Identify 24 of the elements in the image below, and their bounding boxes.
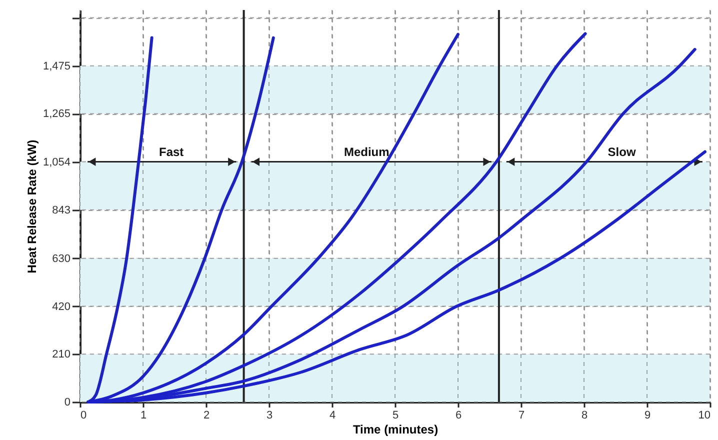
x-tick-label: 2 [203,410,210,422]
y-tick-label: 1,475 [42,60,70,72]
x-tick-label: 1 [140,410,147,422]
annotation: Fast [159,144,184,159]
x-tick-label: 10 [698,410,710,422]
x-tick-label: 3 [266,410,273,422]
x-tick-label: 5 [392,410,399,422]
y-tick-label: 1,265 [42,108,70,120]
x-axis-title: Time (minutes) [352,422,438,436]
x-tick-label: 8 [581,410,588,422]
y-tick-label: 420 [52,300,70,313]
x-tick-label: 4 [329,410,336,422]
x-tick-label: 7 [518,410,525,422]
x-tick-label: 9 [644,410,651,422]
y-tick-label: 0 [64,396,70,408]
y-tick-label: 630 [52,252,70,265]
y-axis-title: Heat Release Rate (kW) [24,140,39,274]
y-tick-label: 1,054 [42,156,70,168]
annotation: Medium [344,144,390,159]
x-tick-label: 0 [80,410,87,422]
x-tick-label: 6 [455,410,462,422]
annotation: Slow [608,144,636,159]
y-tick-label: 210 [52,348,70,361]
y-tick-label: 843 [52,204,70,216]
